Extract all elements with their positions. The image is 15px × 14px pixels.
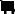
Text: Figure 1: Figure 1 <box>0 1 15 14</box>
